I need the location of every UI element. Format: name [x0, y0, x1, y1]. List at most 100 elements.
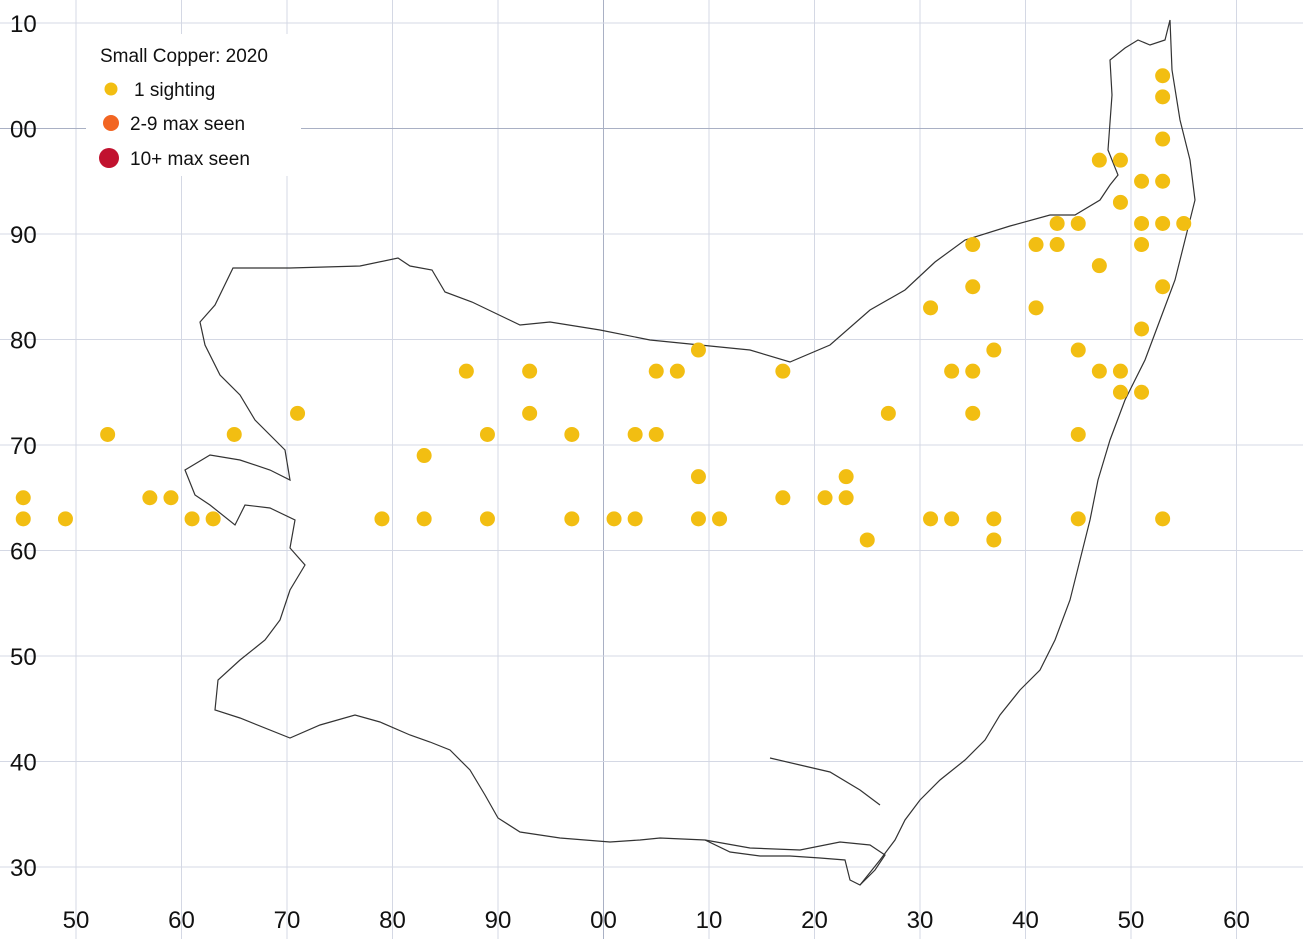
sighting-dot-c1	[712, 511, 728, 527]
sighting-dot-c1	[627, 426, 643, 442]
sighting-dot-c1	[986, 511, 1002, 527]
sighting-dot-c1	[669, 363, 685, 379]
sighting-dot-c1	[648, 363, 664, 379]
legend-swatch-1-sighting	[104, 82, 118, 96]
sighting-dot-c1	[690, 511, 706, 527]
sighting-dot-c1	[923, 300, 939, 316]
x-tick-label: 80	[379, 907, 406, 934]
sighting-dot-c1	[1155, 279, 1171, 295]
sighting-dot-c1	[1176, 215, 1192, 231]
legend-label-1-sighting: 1 sighting	[134, 80, 215, 101]
sighting-dot-c1	[1049, 237, 1065, 253]
legend-swatch-2-9-max	[103, 115, 119, 131]
sighting-dot-c1	[142, 490, 158, 506]
x-tick-label: 50	[1118, 907, 1145, 934]
sighting-dot-c1	[1155, 68, 1171, 84]
sighting-dot-c1	[226, 426, 242, 442]
x-tick-label: 70	[274, 907, 301, 934]
sighting-dot-c1	[817, 490, 833, 506]
y-tick-label: 60	[10, 539, 37, 566]
sighting-dot-c1	[965, 279, 981, 295]
sighting-dot-c1	[1155, 131, 1171, 147]
sighting-dot-c1	[416, 511, 432, 527]
x-tick-label: 00	[590, 907, 617, 934]
sighting-dot-c1	[627, 511, 643, 527]
x-tick-label: 20	[801, 907, 828, 934]
y-tick-label: 10	[10, 11, 37, 38]
sighting-dot-c1	[838, 490, 854, 506]
y-tick-label: 90	[10, 222, 37, 249]
y-tick-label: 00	[10, 117, 37, 144]
y-tick-label: 70	[10, 433, 37, 460]
sighting-dot-c1	[880, 405, 896, 421]
y-tick-label: 30	[10, 855, 37, 882]
sighting-dot-c1	[15, 490, 31, 506]
x-tick-label: 30	[907, 907, 934, 934]
axis-ticks: 50 60 70 80 90 00 10 20 30 40 50 60 10 00 90 80 70 60 50 40…	[10, 11, 1250, 934]
sighting-dot-c1	[1134, 237, 1150, 253]
x-tick-label: 50	[63, 907, 90, 934]
sighting-dot-c1	[1134, 215, 1150, 231]
sighting-dot-c1	[1155, 89, 1171, 105]
sighting-dot-c1	[100, 426, 116, 442]
sighting-dot-c1	[290, 405, 306, 421]
sighting-dot-c1	[1112, 363, 1128, 379]
sighting-dot-c1	[1070, 511, 1086, 527]
sighting-dot-c1	[859, 532, 875, 548]
sighting-dot-c1	[479, 426, 495, 442]
sighting-dot-c1	[606, 511, 622, 527]
x-tick-label: 60	[1223, 907, 1250, 934]
legend-background	[86, 34, 301, 176]
sighting-dot-c1	[564, 426, 580, 442]
x-tick-label: 40	[1012, 907, 1039, 934]
sighting-dot-c1	[522, 363, 538, 379]
legend-label-10plus-max: 10+ max seen	[130, 149, 250, 170]
map-title: Small Copper: 2020	[100, 46, 268, 67]
sighting-dot-c1	[1049, 215, 1065, 231]
sighting-dot-c1	[944, 363, 960, 379]
sighting-dot-c1	[1155, 215, 1171, 231]
sighting-dot-c1	[965, 405, 981, 421]
sighting-dot-c1	[944, 511, 960, 527]
sighting-dot-c1	[205, 511, 221, 527]
sighting-dot-c1	[1134, 173, 1150, 189]
sighting-dot-c1	[1091, 258, 1107, 274]
sighting-dot-c1	[1155, 511, 1171, 527]
county-outline	[184, 19, 1196, 886]
coastline-boundary	[184, 19, 1196, 886]
sighting-points	[15, 68, 1192, 548]
sighting-dot-c1	[690, 342, 706, 358]
sighting-dot-c1	[15, 511, 31, 527]
sighting-dot-c1	[522, 405, 538, 421]
y-tick-label: 40	[10, 750, 37, 777]
sighting-dot-c1	[1134, 384, 1150, 400]
sighting-dot-c1	[775, 363, 791, 379]
estuary-outline	[704, 839, 886, 886]
sighting-dot-c1	[965, 237, 981, 253]
sighting-dot-c1	[838, 469, 854, 485]
river-outline	[769, 757, 881, 806]
sighting-dot-c1	[184, 511, 200, 527]
sighting-dot-c1	[1070, 342, 1086, 358]
sighting-dot-c1	[1070, 215, 1086, 231]
sighting-dot-c1	[1091, 363, 1107, 379]
sighting-dot-c1	[1112, 194, 1128, 210]
legend: Small Copper: 2020 1 sighting 2-9 max se…	[86, 34, 301, 176]
sighting-dot-c1	[416, 448, 432, 464]
sighting-dot-c1	[923, 511, 939, 527]
sighting-dot-c1	[1028, 300, 1044, 316]
sighting-dot-c1	[1112, 152, 1128, 168]
sighting-dot-c1	[648, 426, 664, 442]
sighting-dot-c1	[479, 511, 495, 527]
y-tick-label: 50	[10, 644, 37, 671]
sighting-dot-c1	[986, 532, 1002, 548]
sighting-dot-c1	[57, 511, 73, 527]
legend-swatch-10plus-max	[99, 148, 119, 168]
sighting-dot-c1	[1070, 426, 1086, 442]
sighting-dot-c1	[1155, 173, 1171, 189]
x-tick-label: 60	[168, 907, 195, 934]
sighting-dot-c1	[458, 363, 474, 379]
x-tick-label: 90	[485, 907, 512, 934]
